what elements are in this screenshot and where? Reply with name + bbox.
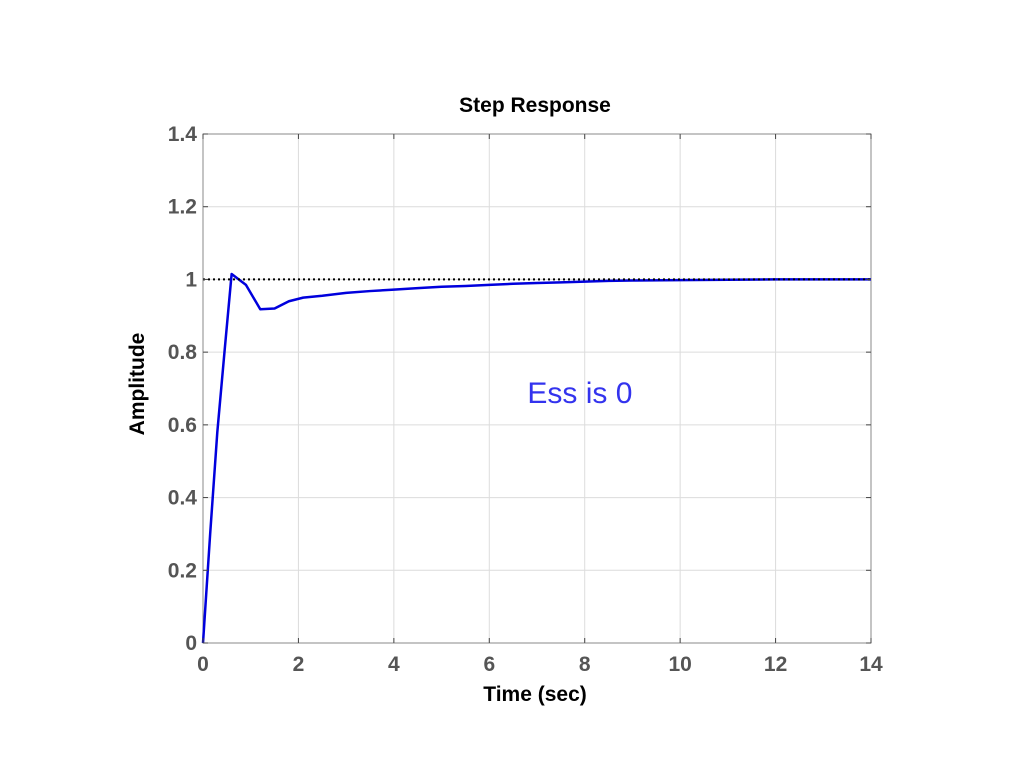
x-tick-label: 10	[668, 653, 691, 676]
annotations: Ess is 0	[527, 377, 632, 410]
tick-labels: 0 2 4 6 8 10 12 14 0 0.2 0.4 0.6 0.8 1 1.2 1.4	[168, 123, 883, 676]
x-tick-label: 8	[579, 653, 591, 676]
grid-lines	[202, 133, 872, 644]
x-tick-label: 0	[197, 653, 209, 676]
y-tick-label: 1.2	[168, 196, 197, 219]
y-tick-label: 0.8	[168, 341, 198, 364]
annotation-text: Ess is 0	[527, 377, 632, 410]
x-tick-label: 4	[388, 653, 400, 676]
y-tick-label: 0.6	[168, 414, 197, 437]
x-tick-label: 2	[293, 653, 305, 676]
y-axis-title: Amplitude	[126, 333, 149, 436]
tick-marks	[202, 133, 872, 644]
x-axis-title: Time (sec)	[483, 683, 587, 706]
series-group	[201, 272, 871, 644]
chart-title: Step Response	[459, 94, 611, 117]
y-tick-label: 0.2	[168, 559, 197, 582]
y-tick-label: 0.4	[168, 487, 198, 510]
y-tick-label: 1	[185, 268, 197, 291]
y-tick-label: 0	[185, 632, 197, 655]
y-tick-label: 1.4	[168, 123, 198, 146]
x-tick-label: 14	[859, 653, 883, 676]
x-tick-label: 12	[764, 653, 787, 676]
plot-area	[202, 133, 872, 644]
x-tick-label: 6	[483, 653, 495, 676]
